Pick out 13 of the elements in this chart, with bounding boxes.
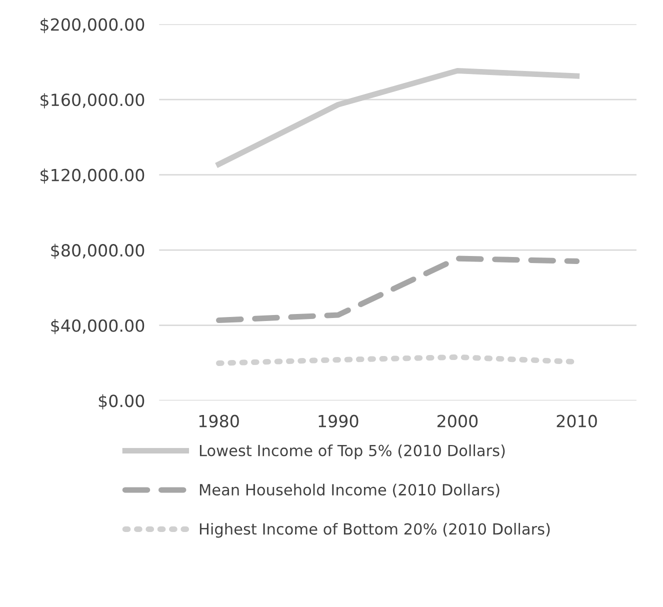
y-tick-label: $0.00 (98, 394, 144, 410)
legend-label: Highest Income of Bottom 20% (2010 Dollars) (200, 522, 550, 538)
x-tick-label: 1990 (318, 414, 358, 428)
x-tick-label: 1980 (199, 414, 239, 428)
y-tick-label: $160,000.00 (40, 93, 144, 108)
x-tick-label: 2010 (556, 414, 597, 428)
legend-label: Mean Household Income (2010 Dollars) (200, 484, 500, 498)
y-tick-label: $200,000.00 (40, 18, 144, 34)
y-tick-label: $120,000.00 (40, 168, 144, 184)
x-tick-label: 2000 (437, 414, 478, 428)
y-tick-label: $80,000.00 (51, 244, 144, 259)
y-tick-label: $40,000.00 (51, 319, 144, 334)
legend-label: Lowest Income of Top 5% (2010 Dollars) (200, 444, 505, 460)
